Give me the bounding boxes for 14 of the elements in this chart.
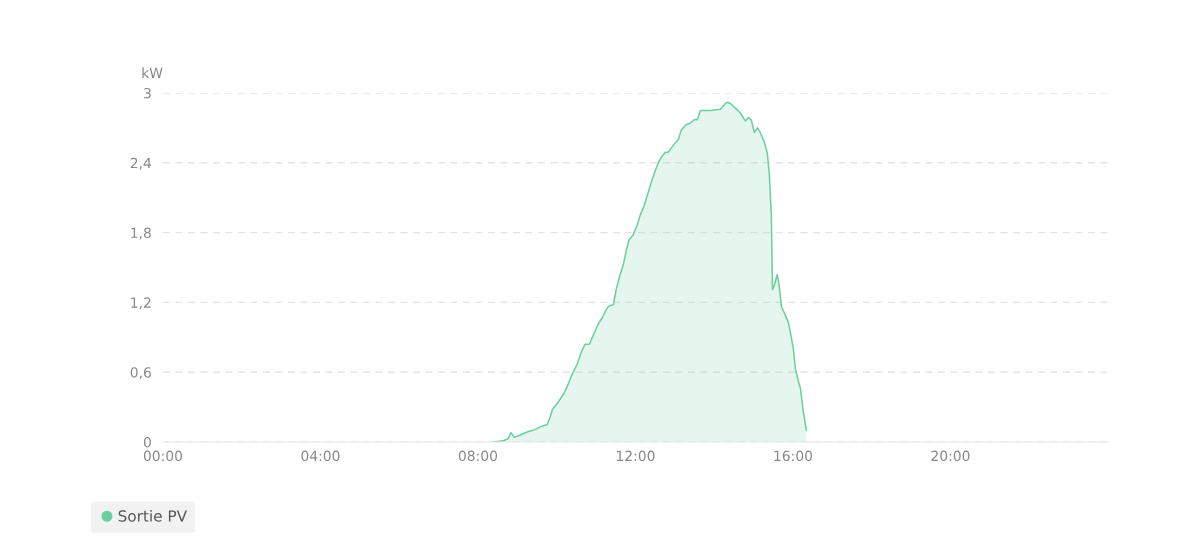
y-tick-label: 2,4 [130, 157, 152, 170]
y-tick-label: 3 [144, 87, 151, 99]
x-tick-label: 12:00 [616, 450, 655, 462]
x-tick-label: 00:00 [143, 450, 183, 462]
y-tick-label: 1,8 [131, 227, 151, 240]
x-tick-label: 16:00 [774, 450, 813, 462]
y-tick-label: 1,2 [131, 297, 151, 310]
x-tick-label: 04:00 [301, 450, 340, 462]
x-tick-label: 08:00 [458, 450, 498, 462]
y-tick-label: 0,6 [130, 367, 151, 380]
x-tick-label: 20:00 [931, 450, 970, 462]
y-tick-label: 0 [143, 436, 151, 448]
y-axis-title: kW [142, 67, 163, 78]
legend-label: Sortie PV [118, 509, 187, 522]
